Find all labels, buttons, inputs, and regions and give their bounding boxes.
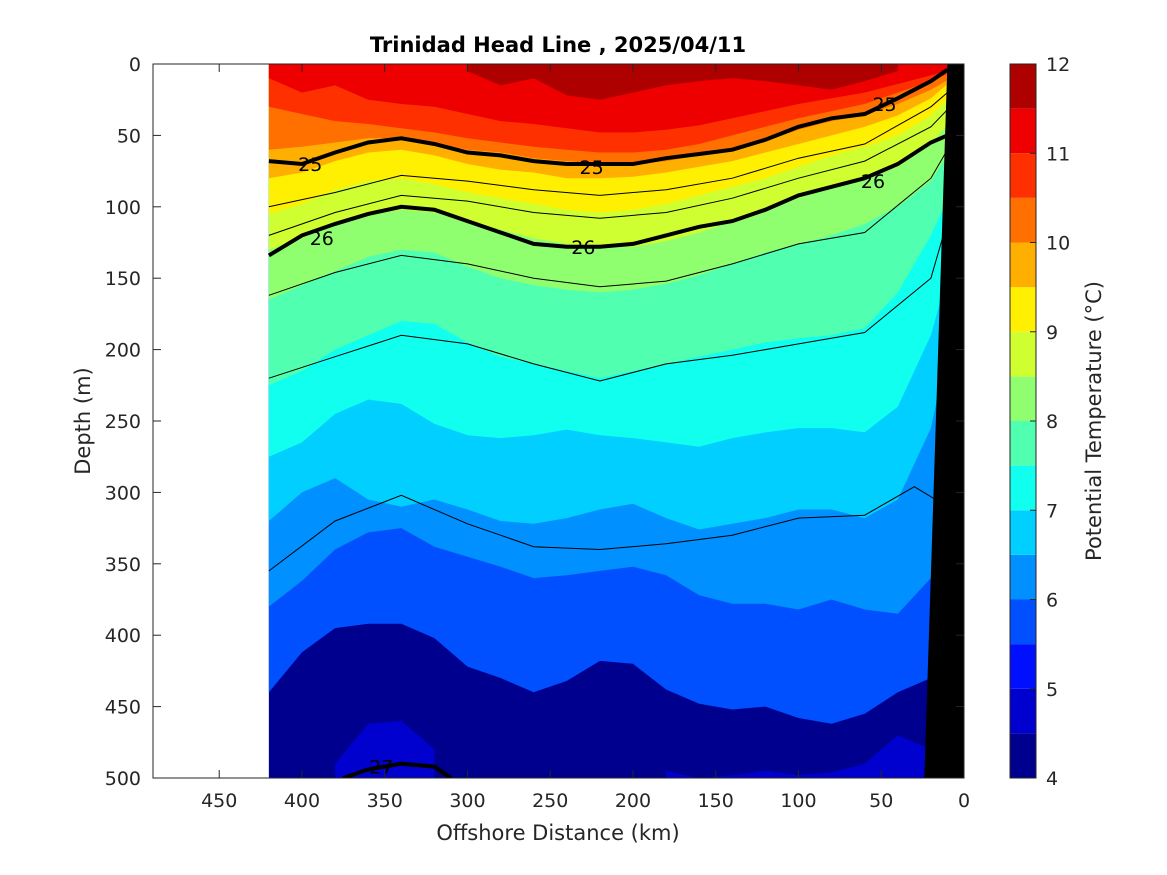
isopycnal-line — [268, 92, 948, 208]
chart-title: Trinidad Head Line , 2025/04/11 — [370, 33, 746, 57]
colorbar-swatch — [1010, 510, 1036, 555]
contour-label: 26 — [571, 237, 595, 259]
isopycnal-line — [268, 486, 948, 572]
colorbar-swatch — [1010, 733, 1036, 778]
density-contour-26 — [267, 133, 949, 258]
isopycnal-line — [268, 149, 948, 296]
colorbar-tick-label: 12 — [1046, 54, 1070, 76]
y-tick-label: 450 — [105, 697, 141, 719]
colorbar-swatch — [1010, 331, 1036, 377]
y-tick-label: 300 — [105, 482, 141, 504]
contour-label: 27 — [369, 757, 393, 779]
bathymetry — [924, 64, 964, 778]
x-tick-label: 450 — [201, 790, 237, 812]
colorbar-swatch — [1010, 554, 1036, 600]
y-tick-label: 150 — [105, 268, 141, 290]
x-tick-label: 150 — [698, 790, 734, 812]
isopycnal-line — [268, 109, 948, 236]
colorbar-tick-label: 11 — [1046, 143, 1070, 165]
contour-label: 25 — [872, 94, 896, 116]
plot-area: 25 25 25 26 26 26 27 — [267, 64, 964, 779]
colorbar-tick-label: 5 — [1046, 679, 1058, 701]
filled-contours — [268, 64, 964, 778]
colorbar-swatch — [1010, 242, 1036, 288]
colorbar-swatch — [1010, 465, 1036, 511]
x-tick-label: 300 — [449, 790, 485, 812]
y-tick-label: 0 — [129, 54, 141, 76]
y-tick-label: 500 — [105, 768, 141, 790]
contour-label: 25 — [580, 157, 604, 179]
colorbar-tick-label: 6 — [1046, 590, 1058, 612]
y-tick-label: 400 — [105, 625, 141, 647]
isopycnal-line — [268, 220, 948, 382]
x-tick-label: 400 — [284, 790, 320, 812]
colorbar-swatch — [1010, 153, 1036, 198]
y-tick-label: 50 — [117, 125, 141, 147]
x-tick-label: 50 — [869, 790, 893, 812]
x-tick-label: 350 — [367, 790, 403, 812]
x-tick-label: 0 — [958, 790, 970, 812]
x-tick-label: 200 — [615, 790, 651, 812]
colorbar-swatch — [1010, 287, 1036, 332]
thin-isopycnals — [268, 92, 948, 572]
axes: 450 400 350 300 250 200 150 100 50 00501001502002… — [105, 54, 970, 812]
y-tick-label: 250 — [105, 411, 141, 433]
x-tick-label: 250 — [532, 790, 568, 812]
colorbar-tick-label: 10 — [1046, 233, 1070, 255]
contour-label: 26 — [310, 228, 334, 250]
colorbar-swatch — [1010, 599, 1036, 645]
colorbar-swatch — [1010, 108, 1036, 154]
colorbar-tick-label: 7 — [1046, 500, 1058, 522]
density-contours — [267, 68, 949, 778]
density-contour-27 — [342, 761, 453, 778]
contour-label: 26 — [861, 171, 885, 193]
colorbar-tick-label: 4 — [1046, 768, 1058, 790]
y-tick-label: 350 — [105, 554, 141, 576]
colorbar-label: Potential Temperature (°C) — [1082, 281, 1106, 561]
x-tick-label: 100 — [780, 790, 816, 812]
y-axis-label: Depth (m) — [71, 367, 95, 474]
x-axis-label: Offshore Distance (km) — [436, 821, 679, 845]
temperature-band — [666, 720, 951, 778]
colorbar-swatch — [1010, 688, 1036, 734]
contour-label: 25 — [298, 154, 322, 176]
density-contour-25 — [268, 68, 949, 167]
colorbar-swatch — [1010, 421, 1036, 466]
y-tick-label: 200 — [105, 340, 141, 362]
temperature-band — [467, 64, 898, 100]
colorbar-tick-label: 8 — [1046, 411, 1058, 433]
colorbar-swatch — [1010, 197, 1036, 243]
colorbar-swatch — [1010, 64, 1036, 109]
colorbar-tick-label: 9 — [1046, 322, 1058, 344]
colorbar-swatch — [1010, 376, 1036, 421]
colorbar-swatch — [1010, 644, 1036, 689]
y-tick-label: 100 — [105, 197, 141, 219]
colorbar: 4 5 6 7 8 9 10 11 12 — [1009, 54, 1070, 790]
